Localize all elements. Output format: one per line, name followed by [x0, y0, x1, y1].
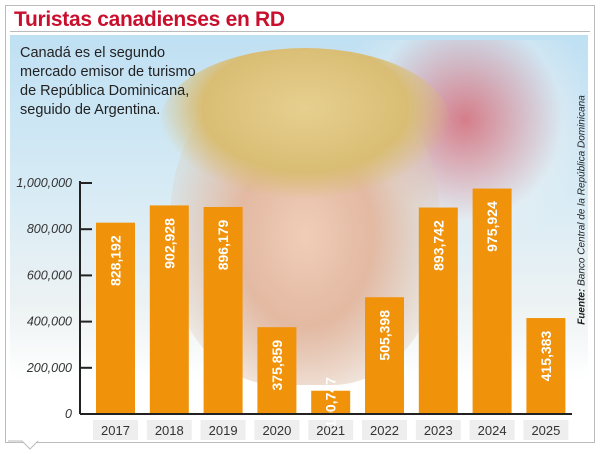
description-text: Canadá es el segundo mercado emisor de t…	[20, 45, 196, 118]
y-tick-label: 800,000	[27, 222, 72, 236]
bar-2017	[96, 222, 135, 414]
y-tick-label: 0	[65, 407, 72, 421]
year-label-bg	[308, 420, 354, 440]
bar-2023	[418, 207, 458, 414]
y-tick-label: 600,000	[27, 268, 72, 282]
bar-2025	[526, 318, 566, 414]
year-label-bg	[254, 420, 300, 440]
data-label: 415,383	[538, 331, 554, 382]
year-label-bg	[146, 420, 192, 440]
bar-2021	[311, 390, 351, 414]
bar-2024	[472, 188, 512, 414]
hat-image	[160, 48, 450, 198]
data-label: 896,179	[215, 219, 231, 270]
year-label-bg	[93, 420, 138, 440]
data-label: 975,924	[484, 201, 500, 252]
x-tick-label: 2020	[262, 423, 291, 438]
x-tick-label: 2017	[101, 423, 130, 438]
bar-2022	[365, 297, 404, 414]
year-label-bg	[362, 420, 407, 440]
data-label: 375,859	[269, 340, 285, 391]
bar-2019	[203, 206, 243, 414]
page-title: Turistas canadienses en RD	[14, 8, 285, 31]
x-tick-label: 2021	[316, 423, 345, 438]
data-label: 902,928	[161, 218, 177, 269]
frame-notch	[8, 440, 39, 450]
year-label-bg	[415, 420, 461, 440]
y-tick-label: 200,000	[26, 361, 72, 375]
bar-2020	[257, 327, 297, 414]
x-tick-label: 2018	[155, 423, 184, 438]
year-label-bg	[523, 420, 569, 440]
y-tick-label: 1,000,000	[16, 176, 72, 190]
x-tick-label: 2023	[424, 423, 453, 438]
y-tick-label: 400,000	[27, 315, 72, 329]
bar-2018	[149, 205, 189, 414]
x-tick-label: 2025	[531, 423, 560, 438]
data-label: 100,747	[323, 377, 339, 428]
x-tick-label: 2024	[478, 423, 507, 438]
x-tick-label: 2022	[370, 423, 399, 438]
x-tick-label: 2019	[209, 423, 238, 438]
title-divider	[10, 31, 590, 32]
data-label: 505,398	[377, 310, 393, 361]
data-label: 828,192	[108, 235, 124, 286]
data-label: 893,742	[430, 220, 446, 271]
year-label-bg	[469, 420, 515, 440]
year-label-bg	[200, 420, 246, 440]
